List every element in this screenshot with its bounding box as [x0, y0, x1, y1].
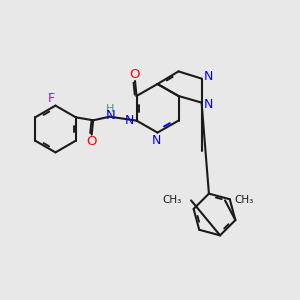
Text: F: F: [47, 92, 55, 106]
Text: CH₃: CH₃: [235, 195, 254, 206]
Text: N: N: [203, 70, 213, 83]
Text: N: N: [125, 114, 135, 127]
Text: N: N: [152, 134, 162, 147]
Text: N: N: [203, 98, 213, 111]
Text: H: H: [106, 103, 115, 114]
Text: N: N: [105, 109, 115, 122]
Text: CH₃: CH₃: [162, 195, 182, 206]
Text: O: O: [130, 68, 140, 81]
Text: O: O: [86, 135, 97, 148]
